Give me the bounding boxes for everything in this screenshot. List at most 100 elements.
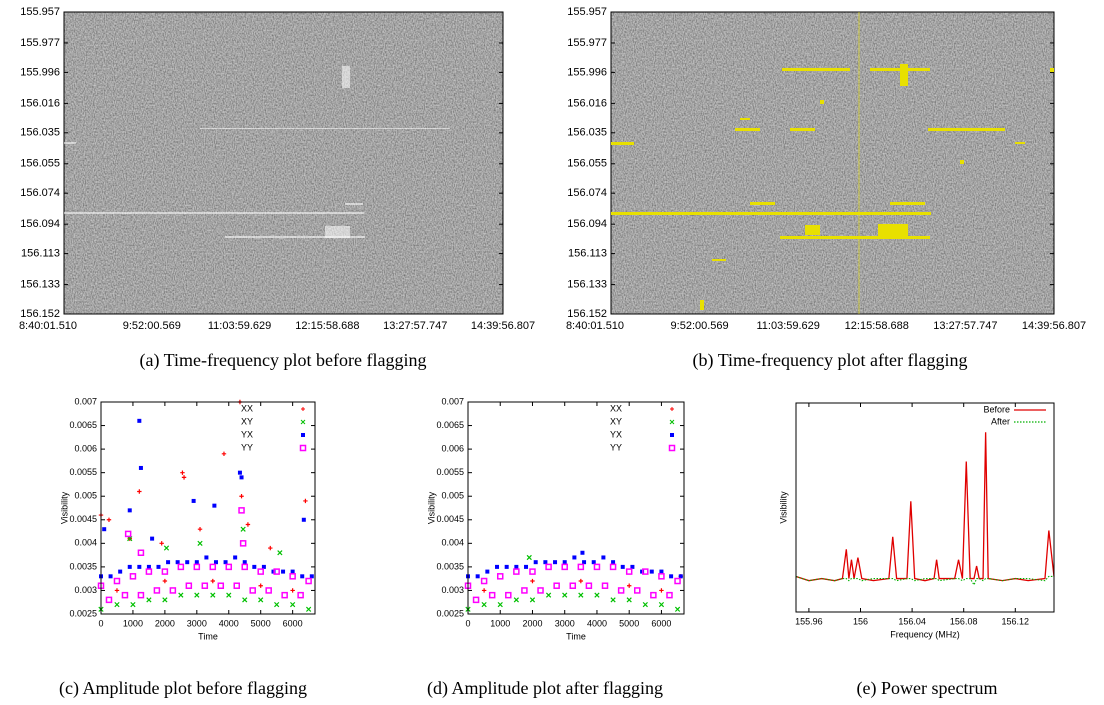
scatter-point [137,591,145,599]
scatter-point [108,574,113,579]
scatter-point [505,591,512,599]
scatter-point [265,587,272,594]
rfi-streak [225,236,365,238]
y-tick-label: 0.003 [74,585,97,595]
scatter-point [642,601,648,608]
rfi-streak [342,66,350,88]
rfi-streak [325,226,350,238]
y-tick-label: 0.005 [441,491,464,501]
legend-marker [668,444,676,452]
scatter-point [258,583,263,588]
x-tick-label: 9:52:00.569 [671,320,729,332]
scatter-point [305,577,312,585]
scatter-point [594,592,600,598]
x-tick-label: 2000 [155,618,175,628]
scatter-point [289,573,296,580]
scatter-point [102,527,107,532]
scatter-point [233,555,238,560]
scatter-point [290,588,295,593]
scatter-point [303,498,308,504]
y-tick-label: 155.996 [20,66,60,78]
rfi-streak [345,203,363,205]
y-tick-label: 156.113 [21,248,60,260]
x-tick-label: 6000 [651,618,671,628]
chart-panel: 155.957 155.977 155.996 156.016 156.035 156.0… [566,6,1086,371]
scatter-point [274,601,280,608]
plot-frame [63,11,504,315]
scatter-point [488,591,496,599]
x-tick-label: 5000 [619,618,639,628]
scatter-point [146,597,152,603]
scatter-point [217,582,225,589]
flag-streak [611,212,931,215]
scatter-point [300,574,305,579]
scatter-point [221,451,227,457]
y-tick-label: 0.007 [74,396,97,406]
scatter-point [669,574,674,579]
scatter-point [277,550,283,556]
y-tick-label: 156.035 [20,127,60,139]
y-tick-label: 0.0025 [69,608,97,618]
scatter-point [561,563,568,571]
flag-streak [928,128,1005,131]
legend-label: XX [241,403,253,413]
chart-panel: Before After 155.96 156 156.04 156.08 156.12 Fr… [778,402,1055,699]
y-tick-label: 0.0045 [436,514,464,524]
scatter-point [529,568,536,575]
scatter-point [290,601,296,608]
scatter-point [301,517,306,522]
scatter-point [496,573,504,580]
y-tick-label: 156.094 [567,218,607,230]
scatter-point [156,564,161,569]
scatter-point [239,540,247,547]
x-tick-label: 8:40:01.510 [19,320,77,332]
flag-streak [790,128,815,131]
scatter-point [212,503,217,508]
y-tick-label: 156.113 [568,248,607,260]
scatter-point [166,560,171,565]
y-tick-label: 0.007 [441,396,464,406]
scatter-point [513,568,520,575]
scatter-point [553,560,558,565]
scatter-point [659,569,664,574]
flag-streak [750,202,775,205]
y-tick-label: 156.133 [20,278,60,290]
scatter-point [524,564,529,569]
plot-frame [467,401,685,615]
scatter-point [163,545,170,551]
flag-streak [878,224,908,236]
y-tick-label: 0.0025 [436,608,464,618]
chart-panel: XX XY YX YY 0.0025 0.003 0.0035 0.004 0.0045 0.00… [426,396,685,699]
scatter-point [226,592,232,598]
scatter-point [177,563,185,571]
scatter-point [658,601,665,608]
x-axis-label: Time [198,631,218,641]
flag-streak [782,68,850,71]
x-tick-label: 12:15:58.688 [295,320,359,332]
y-tick-label: 156.055 [20,158,60,170]
scatter-point [537,587,544,594]
scatter-point [233,582,240,589]
scatter-point [472,596,480,604]
scatter-point [601,582,609,589]
scatter-point [526,554,532,561]
rfi-streak [200,128,450,129]
x-tick-label: 11:03:59.629 [756,320,819,332]
legend-marker [299,444,307,452]
x-tick-label: 13:27:57.747 [383,320,447,332]
scatter-point [114,588,120,593]
y-tick-label: 0.004 [441,538,464,548]
scatter-point [258,597,264,603]
x-tick-label: 14:39:56.807 [471,320,535,332]
scatter-point [497,601,503,608]
x-tick-label: 3000 [555,618,575,628]
y-tick-label: 0.006 [74,443,97,453]
scatter-point [666,591,673,599]
scatter-point [138,465,143,470]
scatter-point [204,555,209,560]
scatter-point [580,550,585,555]
flag-streak [890,202,925,205]
x-tick-label: 156.04 [898,616,926,626]
y-tick-label: 155.977 [20,37,60,49]
